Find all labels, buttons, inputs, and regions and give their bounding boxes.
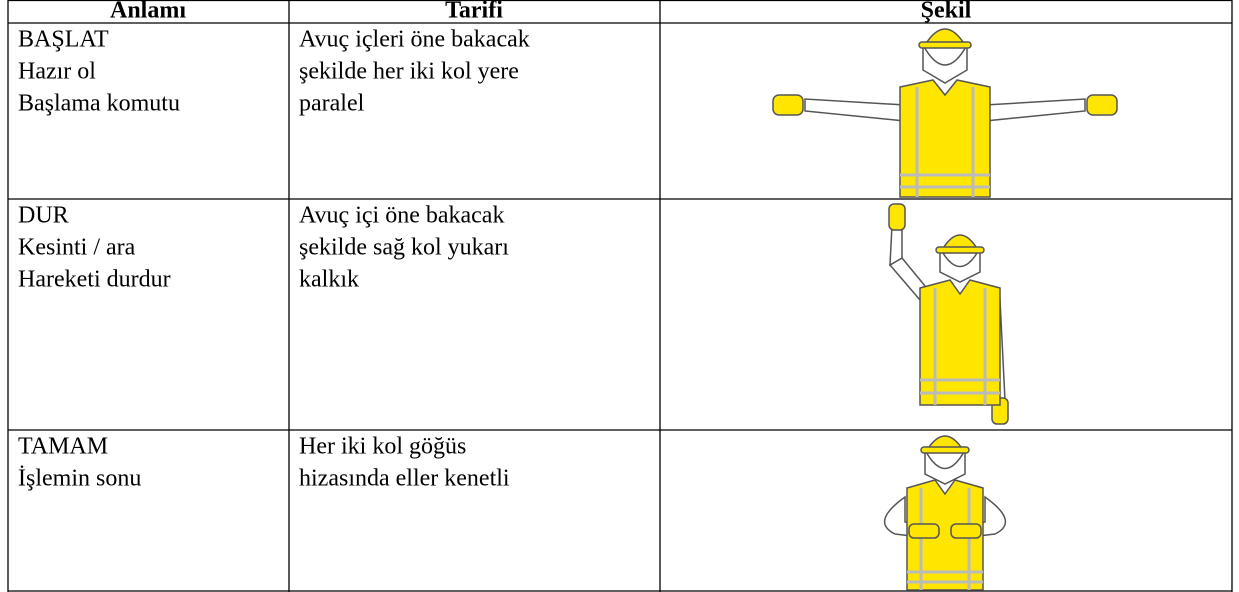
signal-figure bbox=[888, 203, 1009, 425]
cell-text: kalkık bbox=[299, 267, 359, 293]
header-cell: Şekil bbox=[921, 0, 972, 24]
signal-figure bbox=[883, 435, 1007, 591]
cell-text: paralel bbox=[299, 91, 365, 117]
signal-figure bbox=[772, 28, 1118, 198]
cell-text: Kesinti / ara bbox=[18, 235, 136, 261]
cell-text: şekilde her iki kol yere bbox=[299, 59, 519, 85]
cell-text: hizasında eller kenetli bbox=[299, 466, 510, 492]
cell-text: Avuç içi öne bakacak bbox=[299, 203, 504, 229]
cell-text: İşlemin sonu bbox=[18, 466, 141, 492]
header-cell: Anlamı bbox=[110, 0, 186, 24]
cell-text: Her iki kol göğüs bbox=[299, 434, 466, 460]
cell-text: BAŞLAT bbox=[18, 27, 109, 53]
cell-text: Başlama komutu bbox=[18, 91, 180, 117]
cell-text: TAMAM bbox=[18, 434, 108, 460]
header-cell: Tarifi bbox=[445, 0, 503, 24]
cell-text: Hazır ol bbox=[18, 59, 96, 85]
table-borders bbox=[7, 0, 1233, 592]
cell-text: şekilde sağ kol yukarı bbox=[299, 235, 509, 261]
cell-text: Avuç içleri öne bakacak bbox=[299, 27, 530, 53]
cell-text: DUR bbox=[18, 203, 69, 229]
cell-text: Hareketi durdur bbox=[18, 267, 171, 293]
